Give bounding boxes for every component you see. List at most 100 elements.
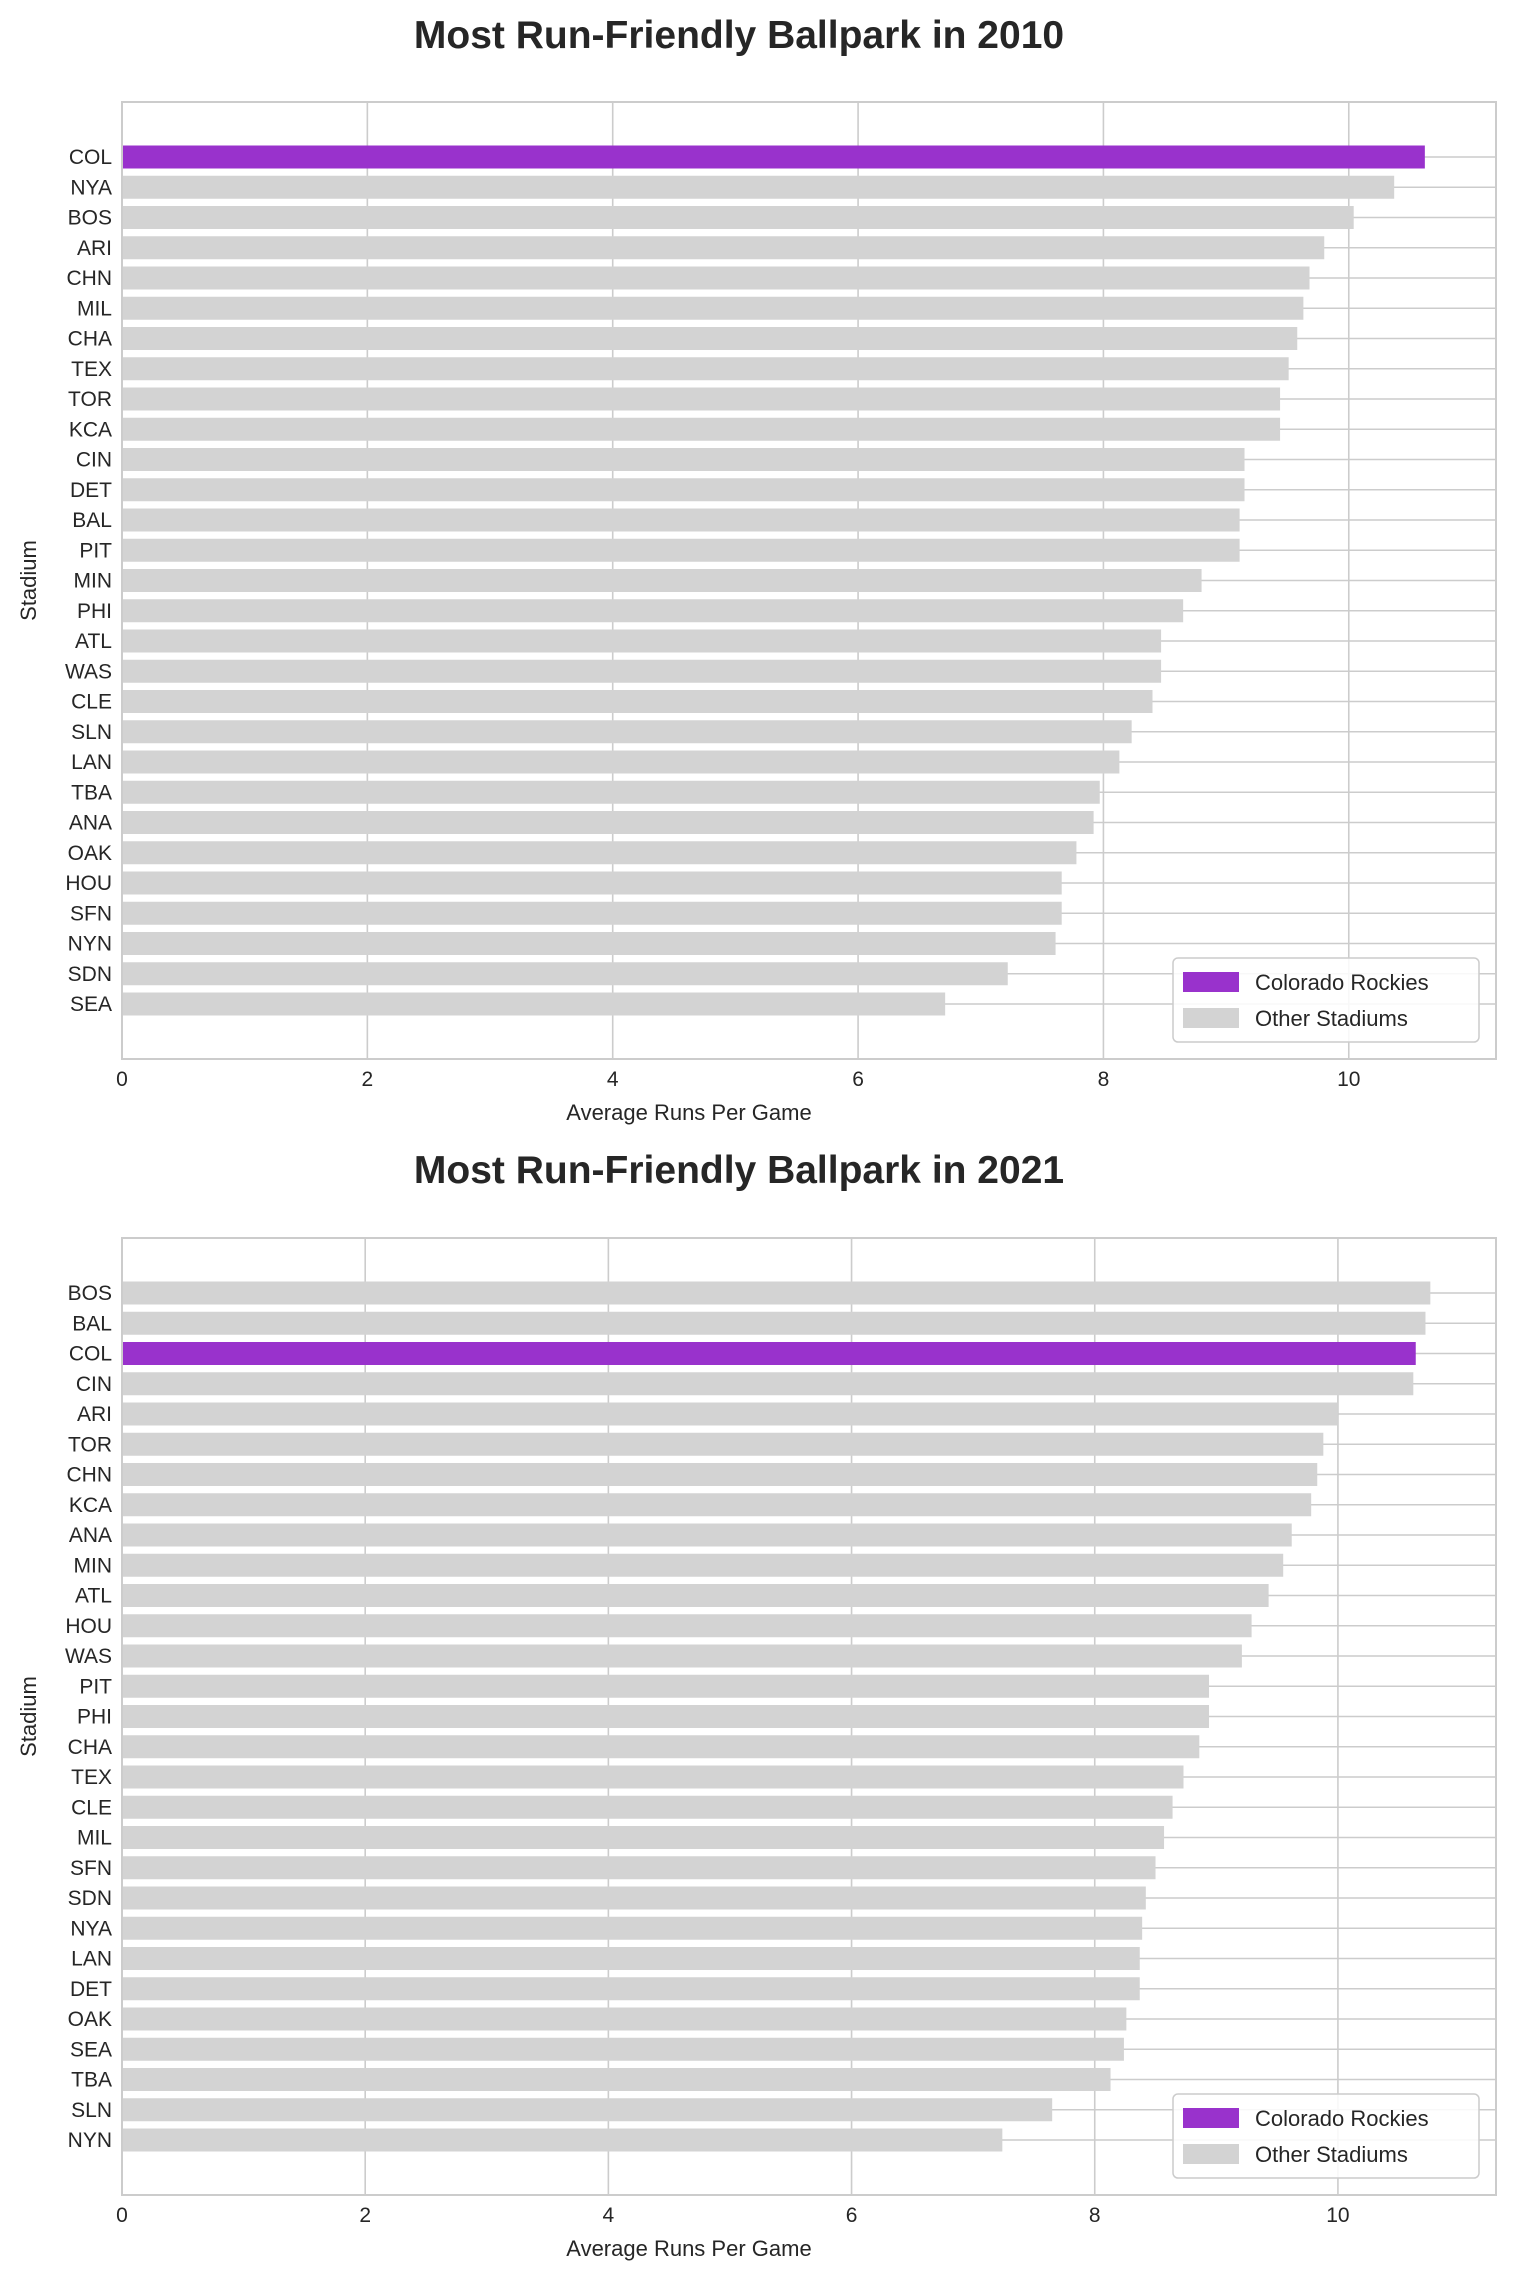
chart-panel-1: Most Run-Friendly Ballpark in 2010 COL NYA… — [16, 14, 1497, 1125]
y-tick-label: LAN — [71, 1948, 112, 1971]
x-tick-label: 10 — [1326, 2204, 1349, 2227]
y-tick-label: TBA — [71, 2069, 112, 2092]
bar-ana — [122, 811, 1094, 834]
bar-tba — [122, 780, 1100, 804]
y-tick-label: PHI — [77, 600, 112, 623]
bar-kca — [122, 417, 1281, 441]
legend-label: Colorado Rockies — [1255, 2106, 1429, 2131]
y-tick-label: MIL — [77, 1827, 112, 1850]
bar-ari — [122, 1402, 1338, 1426]
bar-pit — [122, 538, 1240, 562]
y-tick-label: NYN — [68, 933, 112, 956]
y-tick-label: CHN — [67, 267, 113, 290]
bar-atl — [122, 1584, 1269, 1607]
y-tick-label: PIT — [79, 1675, 112, 1698]
plot-frame — [121, 101, 1497, 1060]
bar-ari — [122, 236, 1325, 260]
bar-kca — [122, 1493, 1312, 1517]
y-tick-label: HOU — [65, 1615, 112, 1638]
y-tick-label: NYN — [68, 2129, 112, 2152]
bar-sfn — [122, 1856, 1156, 1880]
chart-panel-2: Most Run-Friendly Ballpark in 2021 BOS BAL… — [16, 1149, 1497, 2261]
y-tick-label: ANA — [69, 812, 112, 835]
y-tick-label: TEX — [71, 1766, 112, 1789]
bar-sea — [122, 2037, 1124, 2061]
y-tick-label: SFN — [70, 1857, 112, 1880]
y-tick-label: CLE — [71, 691, 112, 714]
bar-phi — [122, 1705, 1210, 1728]
x-tick-label: 8 — [1089, 2204, 1101, 2227]
x-tick-label: 10 — [1337, 1068, 1360, 1091]
legend-swatch — [1183, 2108, 1239, 2128]
bar-phi — [122, 599, 1184, 623]
x-tick-label: 8 — [1098, 1068, 1110, 1091]
y-tick-label: MIN — [74, 570, 113, 593]
bar-was — [122, 1644, 1242, 1668]
legend-box — [1172, 2093, 1480, 2179]
bar-det — [122, 478, 1245, 502]
x-tick-label: 4 — [603, 2204, 615, 2227]
chart-title: Most Run-Friendly Ballpark in 2010 — [414, 14, 1064, 57]
bar-lan — [122, 750, 1120, 774]
y-tick-label: TBA — [71, 781, 112, 804]
y-tick-label: TEX — [71, 358, 112, 381]
bar-nyn — [122, 932, 1056, 955]
bar-det — [122, 1977, 1140, 2001]
bar-ana — [122, 1523, 1292, 1547]
x-tick-label: 6 — [846, 2204, 858, 2227]
legend-swatch — [1183, 1008, 1239, 1028]
y-tick-label: ARI — [77, 1403, 112, 1426]
x-tick-label: 2 — [359, 2204, 371, 2227]
y-tick-label: CHA — [68, 1736, 112, 1759]
legend-label: Colorado Rockies — [1255, 970, 1429, 995]
y-tick-label: ANA — [69, 1524, 112, 1547]
y-tick-label: PHI — [77, 1706, 112, 1729]
bar-cle — [122, 690, 1153, 713]
legend: Colorado Rockies Other Stadiums — [1172, 957, 1480, 1043]
plot-frame — [121, 1237, 1497, 2196]
y-tick-label: PIT — [79, 539, 112, 562]
y-tick-label: OAK — [68, 2008, 112, 2031]
y-tick-label: MIN — [74, 1554, 113, 1577]
y-tick-label: LAN — [71, 751, 112, 774]
bar-lan — [122, 1947, 1140, 1970]
bar-col — [122, 145, 1425, 169]
legend-swatch — [1183, 2144, 1239, 2164]
bar-tor — [122, 1432, 1324, 1456]
bar-cle — [122, 1795, 1173, 1819]
y-tick-label: DET — [70, 1978, 112, 2001]
y-tick-label: SEA — [70, 993, 112, 1016]
y-tick-label: BOS — [68, 1282, 112, 1305]
x-axis-label: Average Runs Per Game — [566, 2236, 811, 2261]
y-tick-label: CHA — [68, 328, 112, 351]
bar-tor — [122, 387, 1281, 411]
y-tick-label: SDN — [68, 963, 112, 986]
y-tick-label: BOS — [68, 207, 112, 230]
bar-chn — [122, 266, 1310, 290]
legend: Colorado Rockies Other Stadiums — [1172, 2093, 1480, 2179]
bar-mil — [122, 1826, 1165, 1849]
legend-box — [1172, 957, 1480, 1043]
bar-bos — [122, 206, 1354, 229]
y-tick-label: CIN — [76, 449, 112, 472]
y-tick-label: CHN — [67, 1464, 113, 1487]
bar-cha — [122, 1735, 1200, 1759]
bar-cha — [122, 327, 1298, 350]
y-tick-label: SFN — [70, 902, 112, 925]
bar-tex — [122, 1765, 1184, 1789]
legend-label: Other Stadiums — [1255, 1006, 1408, 1031]
bar-sea — [122, 992, 946, 1016]
y-tick-label: MIL — [77, 297, 112, 320]
bar-nyn — [122, 2128, 1003, 2152]
bar-hou — [122, 871, 1062, 895]
y-tick-label: ATL — [75, 630, 112, 653]
y-tick-label: TOR — [68, 1433, 112, 1456]
bar-min — [122, 1553, 1284, 1577]
x-tick-label: 0 — [116, 1068, 128, 1091]
y-tick-label: HOU — [65, 872, 112, 895]
bar-sfn — [122, 901, 1062, 925]
bar-was — [122, 659, 1162, 683]
y-tick-label: ARI — [77, 237, 112, 260]
y-axis-label: Stadium — [16, 540, 41, 621]
bar-oak — [122, 2007, 1127, 2031]
